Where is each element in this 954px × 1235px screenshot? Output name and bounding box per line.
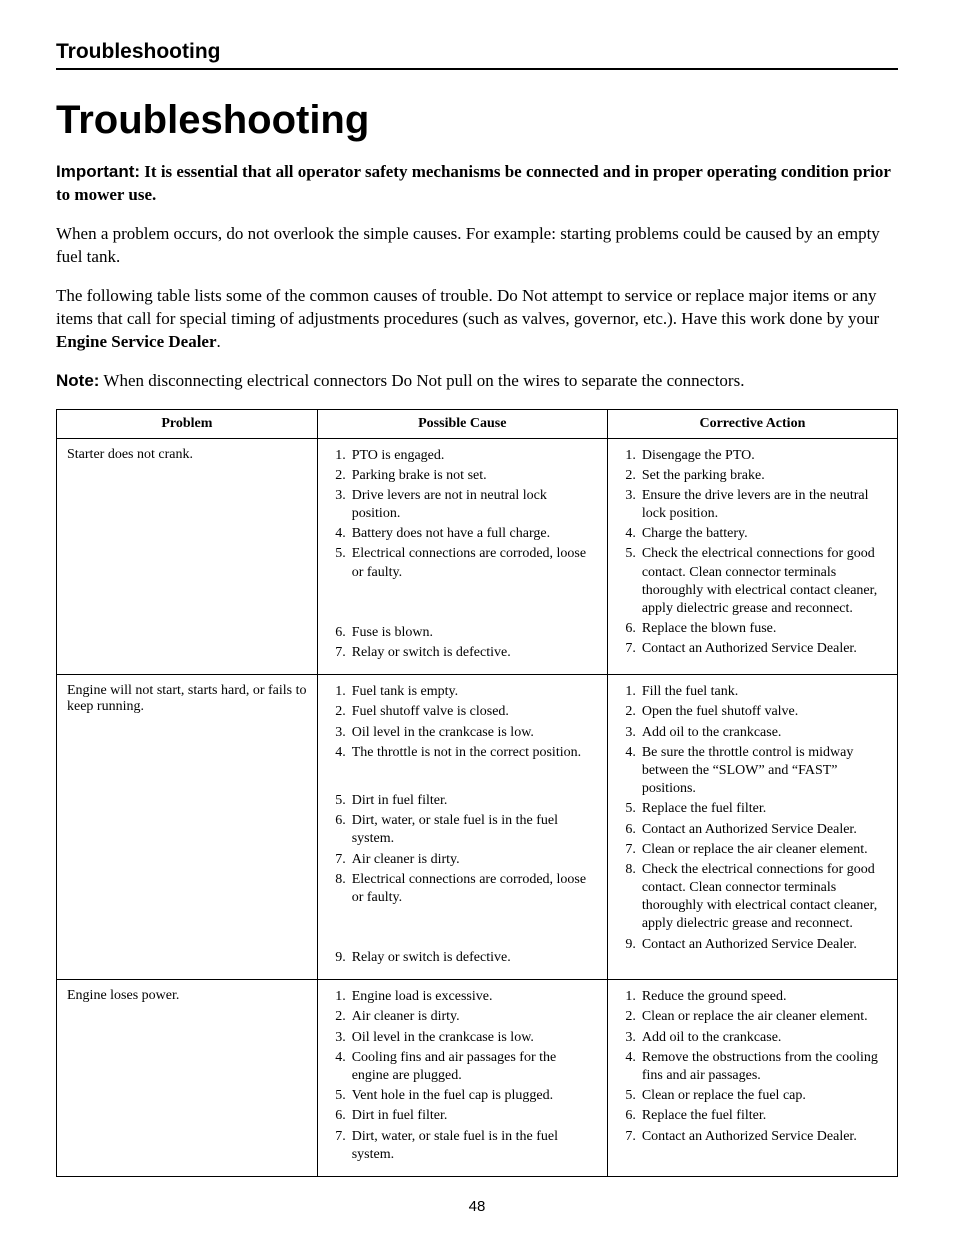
list-item: Be sure the throttle control is midway b… xyxy=(636,744,887,799)
list-item: Air cleaner is dirty. xyxy=(346,851,597,869)
list-item: Clean or replace the air cleaner element… xyxy=(636,1008,887,1026)
list-item: Remove the obstructions from the cooling… xyxy=(636,1049,887,1085)
list-item: Add oil to the crankcase. xyxy=(636,724,887,742)
action-cell: Disengage the PTO. Set the parking brake.… xyxy=(607,438,897,675)
running-head: Troubleshooting xyxy=(56,40,898,70)
list-item: Air cleaner is dirty. xyxy=(346,1008,597,1026)
list-item: Set the parking brake. xyxy=(636,467,887,485)
list-item: Clean or replace the air cleaner element… xyxy=(636,841,887,859)
list-item: Fill the fuel tank. xyxy=(636,683,887,701)
action-list: Reduce the ground speed. Clean or replace… xyxy=(618,988,887,1146)
page: Troubleshooting Troubleshooting Importan… xyxy=(0,0,954,1235)
list-item: Oil level in the crankcase is low. xyxy=(346,724,597,742)
list-item: Replace the fuel filter. xyxy=(636,1107,887,1125)
action-list: Disengage the PTO. Set the parking brake.… xyxy=(618,447,887,659)
table-row: Engine will not start, starts hard, or f… xyxy=(57,675,898,980)
intro-paragraph-1: When a problem occurs, do not overlook t… xyxy=(56,223,898,269)
list-item: Dirt, water, or stale fuel is in the fue… xyxy=(346,1128,597,1164)
list-item: Check the electrical connections for goo… xyxy=(636,861,887,934)
table-body: Starter does not crank. PTO is engaged. Pa… xyxy=(57,438,898,1176)
list-item: Dirt in fuel filter. xyxy=(346,1107,597,1125)
note-label: Note: xyxy=(56,371,99,390)
para2-a: The following table lists some of the co… xyxy=(56,286,879,328)
list-item: Electrical connections are corroded, loo… xyxy=(346,871,597,907)
list-item: Cooling fins and air passages for the en… xyxy=(346,1049,597,1085)
list-item: Open the fuel shutoff valve. xyxy=(636,703,887,721)
table-row: Starter does not crank. PTO is engaged. Pa… xyxy=(57,438,898,675)
list-item: Reduce the ground speed. xyxy=(636,988,887,1006)
cause-cell: Engine load is excessive. Air cleaner is … xyxy=(317,980,607,1177)
page-number: 48 xyxy=(0,1198,954,1215)
list-item: Fuse is blown. xyxy=(346,624,597,642)
list-item: Replace the blown fuse. xyxy=(636,620,887,638)
list-item: Add oil to the crankcase. xyxy=(636,1029,887,1047)
list-item: Charge the battery. xyxy=(636,525,887,543)
page-title: Troubleshooting xyxy=(56,98,898,143)
list-item: Drive levers are not in neutral lock pos… xyxy=(346,487,597,523)
note-paragraph: Note: When disconnecting electrical conn… xyxy=(56,370,898,393)
cause-list: Engine load is excessive. Air cleaner is … xyxy=(328,988,597,1164)
list-item: Oil level in the crankcase is low. xyxy=(346,1029,597,1047)
note-text: When disconnecting electrical connectors… xyxy=(99,371,744,390)
cause-list: PTO is engaged. Parking brake is not set.… xyxy=(328,447,597,663)
list-item: PTO is engaged. xyxy=(346,447,597,465)
action-cell: Reduce the ground speed. Clean or replace… xyxy=(607,980,897,1177)
troubleshooting-table: Problem Possible Cause Corrective Action… xyxy=(56,409,898,1177)
list-item: Engine load is excessive. xyxy=(346,988,597,1006)
action-list: Fill the fuel tank. Open the fuel shutoff… xyxy=(618,683,887,954)
action-cell: Fill the fuel tank. Open the fuel shutoff… xyxy=(607,675,897,980)
header-cause: Possible Cause xyxy=(317,409,607,438)
important-paragraph: Important: It is essential that all oper… xyxy=(56,161,898,207)
list-item: Battery does not have a full charge. xyxy=(346,525,597,543)
list-item: Electrical connections are corroded, loo… xyxy=(346,545,597,581)
cause-cell: PTO is engaged. Parking brake is not set.… xyxy=(317,438,607,675)
list-item: Disengage the PTO. xyxy=(636,447,887,465)
list-item: Relay or switch is defective. xyxy=(346,949,597,967)
table-header-row: Problem Possible Cause Corrective Action xyxy=(57,409,898,438)
list-item: Contact an Authorized Service Dealer. xyxy=(636,640,887,658)
important-text: It is essential that all operator safety… xyxy=(56,162,891,204)
list-item: The throttle is not in the correct posit… xyxy=(346,744,597,762)
para2-b: . xyxy=(217,332,221,351)
intro-paragraph-2: The following table lists some of the co… xyxy=(56,285,898,354)
table-row: Engine loses power.Engine load is excess… xyxy=(57,980,898,1177)
problem-cell: Engine will not start, starts hard, or f… xyxy=(57,675,318,980)
list-item: Contact an Authorized Service Dealer. xyxy=(636,821,887,839)
list-item: Relay or switch is defective. xyxy=(346,644,597,662)
problem-cell: Engine loses power. xyxy=(57,980,318,1177)
list-item: Vent hole in the fuel cap is plugged. xyxy=(346,1087,597,1105)
list-item: Fuel shutoff valve is closed. xyxy=(346,703,597,721)
list-item: Clean or replace the fuel cap. xyxy=(636,1087,887,1105)
header-problem: Problem xyxy=(57,409,318,438)
problem-cell: Starter does not crank. xyxy=(57,438,318,675)
list-item: Dirt in fuel filter. xyxy=(346,792,597,810)
engine-service-dealer-bold: Engine Service Dealer xyxy=(56,332,217,351)
list-item: Dirt, water, or stale fuel is in the fue… xyxy=(346,812,597,848)
list-item: Replace the fuel filter. xyxy=(636,800,887,818)
list-item: Contact an Authorized Service Dealer. xyxy=(636,936,887,954)
cause-list: Fuel tank is empty. Fuel shutoff valve is… xyxy=(328,683,597,967)
list-item: Parking brake is not set. xyxy=(346,467,597,485)
important-label: Important: xyxy=(56,162,140,181)
list-item: Ensure the drive levers are in the neutr… xyxy=(636,487,887,523)
header-action: Corrective Action xyxy=(607,409,897,438)
list-item: Check the electrical connections for goo… xyxy=(636,545,887,618)
list-item: Fuel tank is empty. xyxy=(346,683,597,701)
list-item: Contact an Authorized Service Dealer. xyxy=(636,1128,887,1146)
cause-cell: Fuel tank is empty. Fuel shutoff valve is… xyxy=(317,675,607,980)
